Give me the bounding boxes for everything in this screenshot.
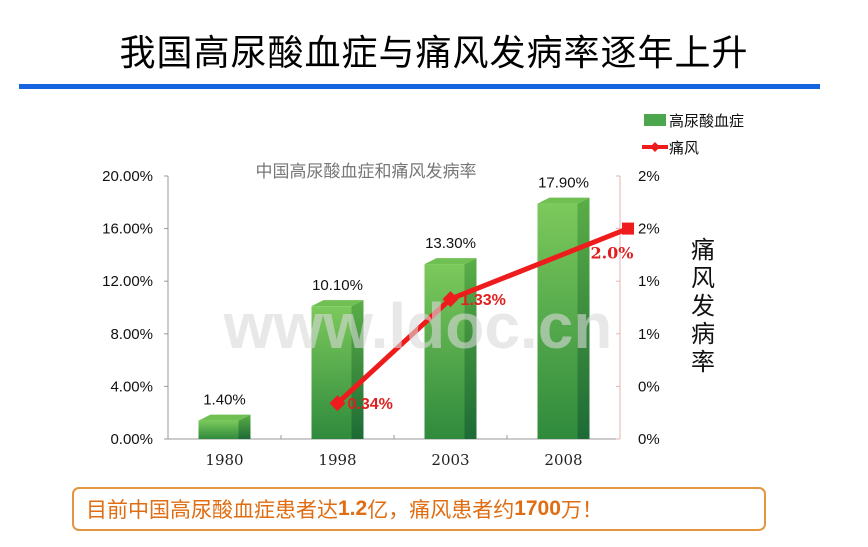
- x-axis-tick: 1998: [318, 451, 356, 469]
- callout-number-2: 1700: [514, 497, 561, 520]
- right-axis-label: 风: [691, 264, 715, 292]
- line-value-label: 2.0%: [590, 244, 633, 263]
- callout-number-1: 1.2: [338, 497, 368, 520]
- data-labels: 1.40% 10.10% 13.30% 17.90% 0.34% 1.33% 2.0%: [203, 175, 633, 414]
- svg-text:高尿酸血症: 高尿酸血症: [669, 112, 744, 130]
- svg-text:痛风: 痛风: [669, 139, 699, 157]
- right-axis-tick: 2%: [638, 168, 660, 185]
- left-axis-tick: 4.00%: [110, 378, 153, 395]
- callout-text-1: 目前中国高尿酸血症患者达: [86, 498, 338, 522]
- right-axis-tick: 1%: [638, 326, 660, 343]
- bar-series: [198, 197, 590, 439]
- watermark: www.ldoc.cn: [223, 290, 613, 362]
- x-axis-tick: 1980: [205, 451, 243, 469]
- left-axis-tick: 12.00%: [102, 273, 153, 290]
- right-axis-label: 发: [691, 292, 715, 320]
- right-axis-tick: 0%: [638, 378, 660, 395]
- slide-title: 我国高尿酸血症与痛风发病率逐年上升: [119, 33, 749, 74]
- left-axis-tick: 16.00%: [102, 221, 153, 238]
- right-axis-label: 痛: [691, 236, 715, 264]
- callout-text-2: 亿，痛风患者约: [367, 498, 515, 522]
- left-axis-tick: 8.00%: [110, 326, 153, 343]
- bar-value-label: 13.30%: [425, 235, 476, 252]
- right-axis-tick: 0%: [638, 431, 660, 448]
- chart-title: 中国高尿酸血症和痛风发病率: [256, 162, 477, 182]
- right-axis-label: 病: [691, 320, 715, 348]
- x-axis-tick: 2003: [431, 451, 469, 469]
- right-axis-tick: 2%: [638, 221, 660, 238]
- bar-value-label: 1.40%: [203, 392, 246, 409]
- title-divider: [19, 84, 820, 89]
- bar-value-label: 10.10%: [312, 277, 363, 294]
- line-value-label: 1.33%: [461, 292, 506, 309]
- line-series: [329, 222, 634, 412]
- x-axis-tick: 2008: [544, 451, 582, 469]
- left-axis-tick: 20.00%: [102, 168, 153, 185]
- summary-callout: 目前中国高尿酸血症患者达 1.2 亿，痛风患者约 1700 万！: [72, 487, 766, 531]
- right-axis-label: 率: [691, 348, 715, 376]
- bar-value-label: 17.90%: [538, 175, 589, 192]
- line-value-label: 0.34%: [348, 396, 393, 413]
- right-axis-tick: 1%: [638, 273, 660, 290]
- left-axis-tick: 0.00%: [110, 431, 153, 448]
- callout-text-3: 万！: [560, 498, 603, 522]
